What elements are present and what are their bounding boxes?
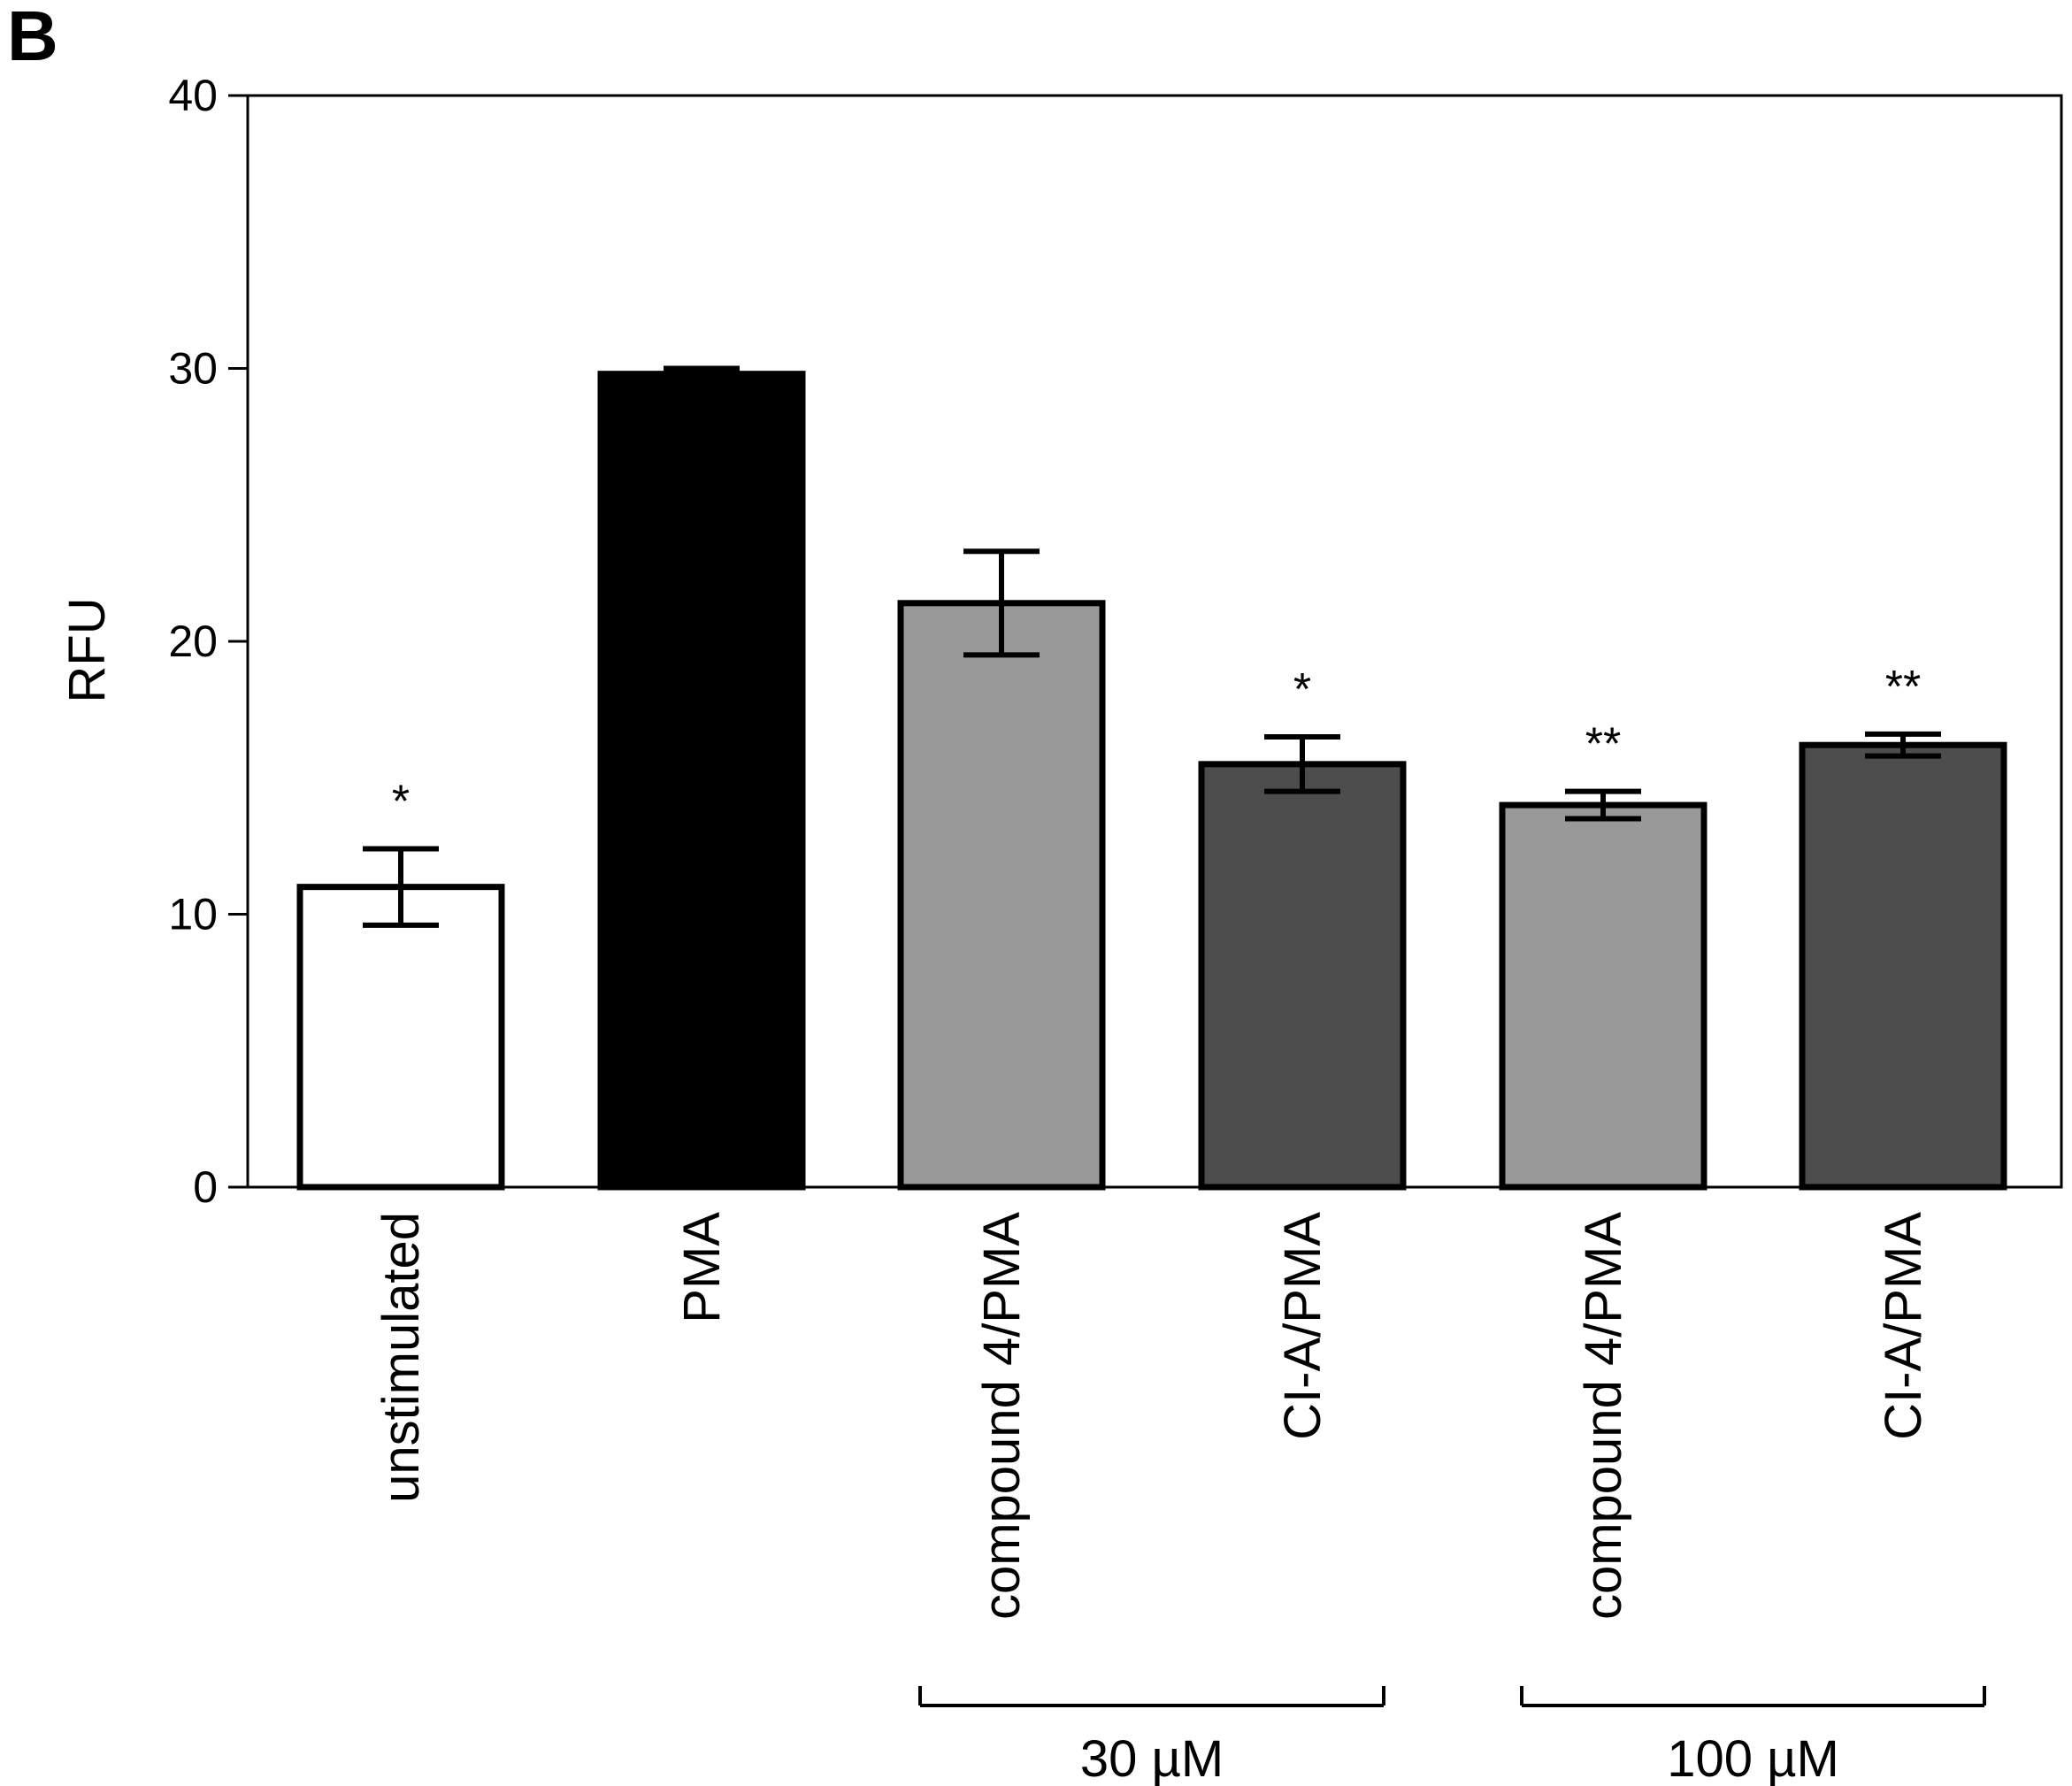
significance-marker: * bbox=[392, 776, 410, 827]
bar bbox=[597, 371, 806, 1191]
category-label: CI-A/PMA bbox=[1875, 1212, 1932, 1440]
group-label: 30 µM bbox=[1080, 1730, 1224, 1786]
y-tick-label: 30 bbox=[168, 344, 218, 394]
significance-marker: * bbox=[1293, 664, 1311, 716]
significance-marker: ** bbox=[1585, 719, 1621, 770]
plot-frame bbox=[246, 94, 2063, 1189]
bar bbox=[1499, 801, 1707, 1191]
labels: 0 10 20 30 40 RFU * unstimulated PMA compound 4/P… bbox=[58, 71, 1932, 1786]
y-tick-label: 0 bbox=[193, 1162, 218, 1212]
y-axis-label: RFU bbox=[58, 597, 116, 702]
bar bbox=[1198, 761, 1407, 1191]
category-label: unstimulated bbox=[372, 1212, 430, 1503]
group-label: 100 µM bbox=[1667, 1730, 1839, 1786]
category-label: CI-A/PMA bbox=[1274, 1212, 1331, 1440]
y-tick-label: 10 bbox=[168, 890, 218, 939]
axes bbox=[228, 94, 2063, 1707]
bar bbox=[897, 600, 1106, 1191]
category-label: PMA bbox=[673, 1212, 731, 1323]
bar bbox=[1799, 741, 2007, 1191]
significance-marker: ** bbox=[1885, 662, 1921, 713]
panel-label: B bbox=[7, 0, 58, 75]
y-tick-label: 20 bbox=[168, 617, 218, 666]
category-label: compound 4/PMA bbox=[1575, 1212, 1632, 1620]
bar bbox=[296, 884, 505, 1191]
bars bbox=[296, 365, 2007, 1191]
y-tick-label: 40 bbox=[168, 71, 218, 120]
category-label: compound 4/PMA bbox=[973, 1212, 1031, 1620]
